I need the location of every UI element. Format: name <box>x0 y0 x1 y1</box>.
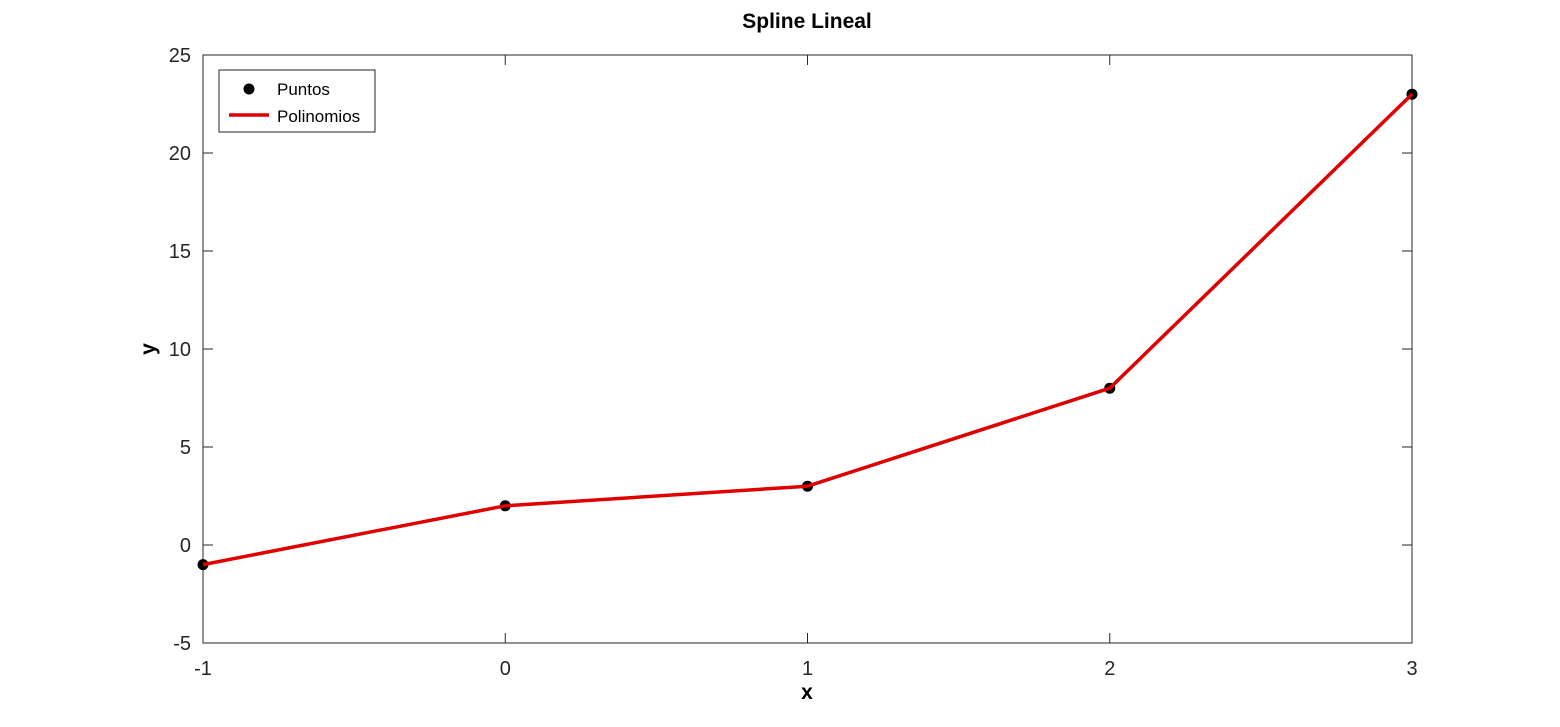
x-axis-label: x <box>801 681 813 704</box>
polynomial-line <box>202 92 1414 567</box>
plot-area <box>202 54 1413 644</box>
legend-label-puntos: Puntos <box>277 80 330 99</box>
y-tick-label: 0 <box>180 535 191 557</box>
x-tick-label: 1 <box>802 658 813 680</box>
x-tick-label: 0 <box>500 658 511 680</box>
y-tick-label: 20 <box>169 143 191 165</box>
x-tick-label: -1 <box>194 658 212 680</box>
y-tick-label: 25 <box>169 45 191 67</box>
x-tick-label: 3 <box>1406 658 1417 680</box>
series-layer <box>197 88 1418 571</box>
legend: Puntos Polinomios <box>218 69 376 133</box>
chart-title: Spline Lineal <box>742 10 872 33</box>
y-tick-label: 10 <box>169 339 191 361</box>
legend-marker-puntos <box>243 83 255 95</box>
y-tick-label: 15 <box>169 241 191 263</box>
axis-ticks: -1 0 1 2 3 -5 0 5 10 15 20 25 <box>169 45 1418 680</box>
y-tick-label: 5 <box>180 437 191 459</box>
legend-label-polinomios: Polinomios <box>277 107 360 126</box>
x-tick-label: 2 <box>1104 658 1115 680</box>
y-axis-label: y <box>137 343 160 355</box>
legend-box <box>218 69 376 133</box>
y-tick-label: -5 <box>173 633 191 655</box>
